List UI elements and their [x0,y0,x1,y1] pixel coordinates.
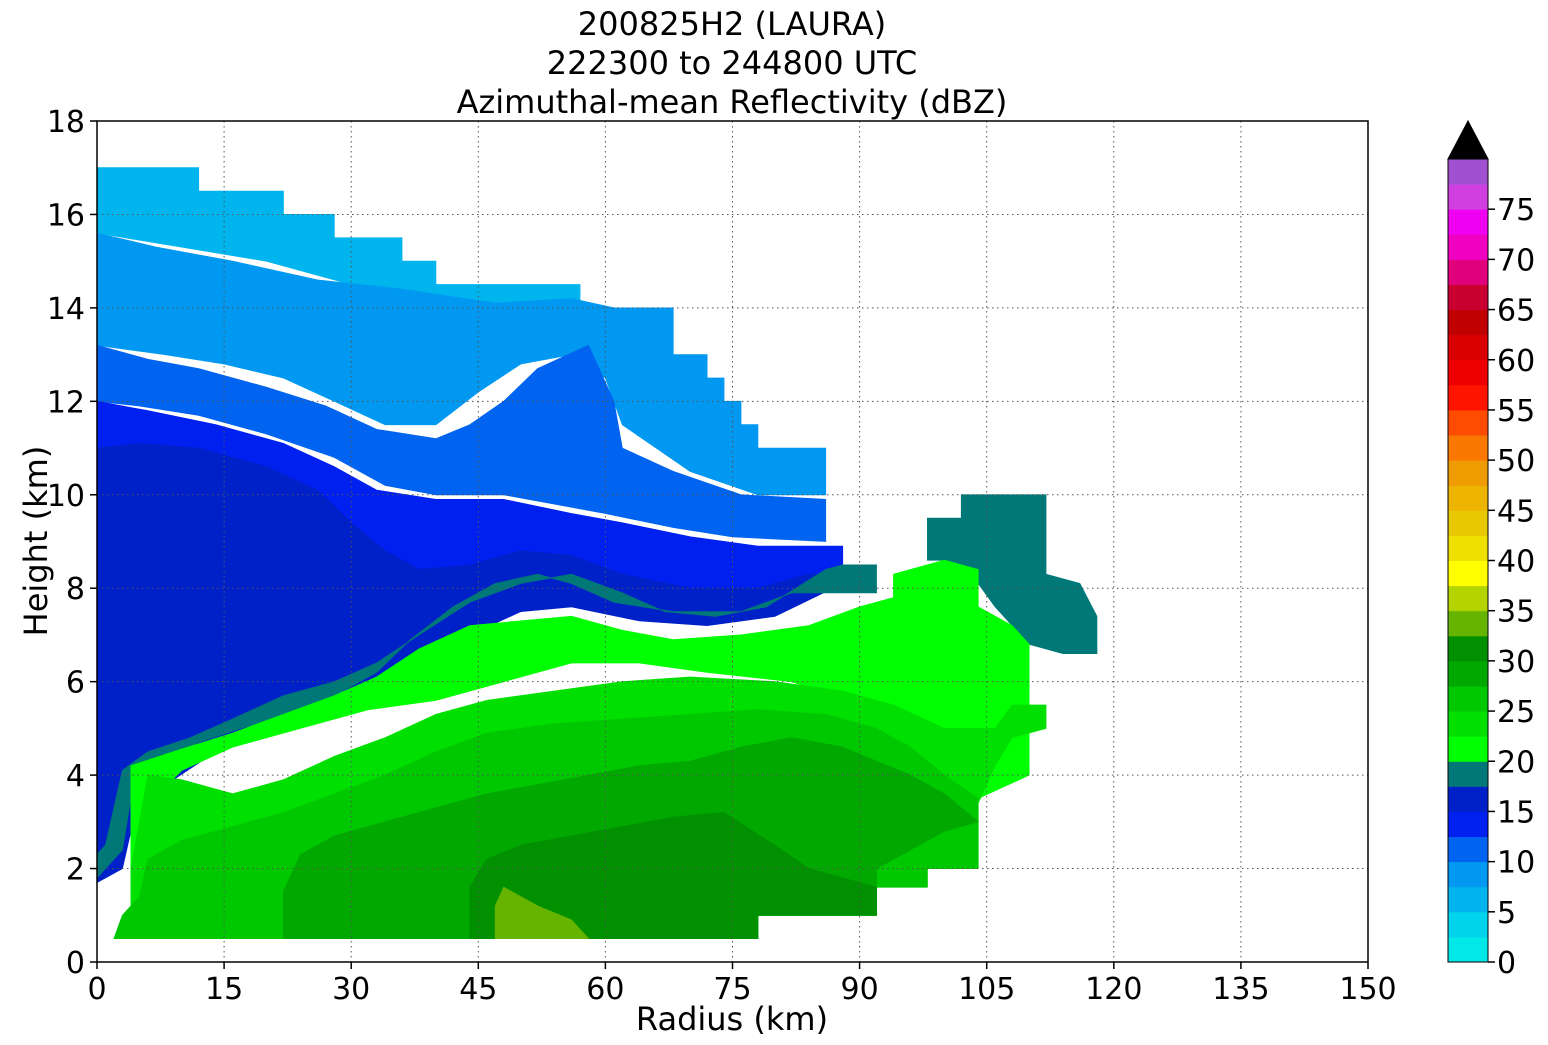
colorbar-bin-6 [1448,786,1488,812]
x-axis-label: Radius (km) [636,1000,828,1038]
colorbar-tick-label-14: 70 [1497,243,1535,278]
title-line-2: 222300 to 244800 UTC [547,44,917,82]
colorbar-bin-26 [1448,284,1488,311]
colorbar-bin-21 [1448,409,1488,436]
colorbar-tick-label-12: 60 [1497,344,1535,379]
x-tick-label-1: 15 [205,972,243,1007]
colorbar-tick-label-9: 45 [1497,494,1535,529]
colorbar-bin-20 [1448,435,1488,461]
colorbar-tick-label-13: 65 [1497,294,1535,329]
x-tick-label-3: 45 [459,972,497,1007]
title-line-3: Azimuthal-mean Reflectivity (dBZ) [457,83,1008,121]
colorbar-bin-19 [1448,460,1488,486]
colorbar-bin-12 [1448,635,1488,662]
x-tick-label-9: 135 [1212,972,1269,1007]
colorbar-tick-label-0: 0 [1497,946,1516,981]
contour-region-8 [130,559,1030,869]
y-tick-label-2: 4 [66,759,85,794]
x-tick-label-8: 120 [1085,972,1142,1007]
contour-region-13 [494,886,590,939]
colorbar-bin-25 [1448,309,1488,336]
x-tick-label-6: 90 [841,972,879,1007]
colorbar-tick-label-4: 20 [1497,745,1535,780]
colorbar-tick-label-6: 30 [1497,645,1535,680]
colorbar-bin-14 [1448,585,1488,612]
colorbar-bin-3 [1448,861,1488,888]
contour-fields [97,167,1098,939]
x-tick-label-4: 60 [586,972,624,1007]
colorbar-bin-23 [1448,359,1488,386]
colorbar-bin-7 [1448,761,1488,787]
colorbar-bin-1 [1448,911,1488,938]
title-line-1: 200825H2 (LAURA) [578,5,886,43]
colorbar-bin-16 [1448,535,1488,561]
x-tick-label-5: 75 [713,972,751,1007]
colorbar-bin-9 [1448,711,1488,737]
x-tick-label-0: 0 [87,972,106,1007]
contour-region-12 [469,812,877,939]
y-tick-label-6: 12 [47,385,85,420]
colorbar-bin-29 [1448,209,1488,235]
colorbar-bin-11 [1448,660,1488,687]
y-tick-label-9: 18 [47,105,85,140]
y-tick-label-3: 6 [66,666,85,701]
colorbar-bin-0 [1448,936,1488,963]
colorbar-tick-label-2: 10 [1497,846,1535,881]
colorbar: 0 5 10 15 20 25 30 35 40 45 50 55 60 65 70 75 [1447,119,1535,981]
colorbar-bin-18 [1448,485,1488,511]
colorbar-bin-24 [1448,334,1488,361]
colorbar-tick-label-1: 5 [1497,896,1516,931]
colorbar-bin-27 [1448,259,1488,285]
y-tick-label-8: 16 [47,198,85,233]
colorbar-bin-4 [1448,836,1488,863]
y-tick-label-5: 10 [47,479,85,514]
x-tick-label-10: 150 [1339,972,1396,1007]
colorbar-bin-10 [1448,685,1488,712]
y-axis-label: Height (km) [17,446,55,637]
colorbar-tick-label-15: 75 [1497,193,1535,228]
colorbar-tick-label-7: 35 [1497,595,1535,630]
colorbar-tick-label-5: 25 [1497,695,1535,730]
colorbar-bin-22 [1448,384,1488,411]
grid-lines [97,121,1368,962]
colorbar-tick-label-8: 40 [1497,545,1535,580]
chart-title: 200825H2 (LAURA) 222300 to 244800 UTC Az… [457,5,1008,121]
colorbar-bin-17 [1448,510,1488,536]
colorbar-tick-label-11: 55 [1497,394,1535,429]
y-tick-label-7: 14 [47,292,85,327]
colorbar-bin-15 [1448,560,1488,587]
contour-region-3 [97,344,827,542]
colorbar-bin-5 [1448,811,1488,838]
colorbar-bin-2 [1448,886,1488,913]
y-tick-label-0: 0 [66,946,85,981]
x-tick-label-7: 105 [958,972,1015,1007]
colorbar-bin-31 [1448,159,1488,185]
colorbar-tick-label-3: 15 [1497,795,1535,830]
x-tick-label-2: 30 [332,972,370,1007]
colorbar-bin-30 [1448,184,1488,210]
x-axis-ticks: 0 15 30 45 60 75 90 105 120 135 150 [87,962,1397,1007]
y-tick-label-1: 2 [66,853,85,888]
colorbar-bin-28 [1448,234,1488,260]
y-tick-label-4: 8 [66,572,85,607]
colorbar-bin-8 [1448,736,1488,762]
colorbar-bin-13 [1448,610,1488,637]
contour-region-2 [97,232,827,496]
colorbar-tick-label-10: 50 [1497,444,1535,479]
y-axis-ticks: 0 2 4 6 8 10 12 14 16 18 [47,105,97,981]
colorbar-extend-arrow [1447,119,1489,160]
